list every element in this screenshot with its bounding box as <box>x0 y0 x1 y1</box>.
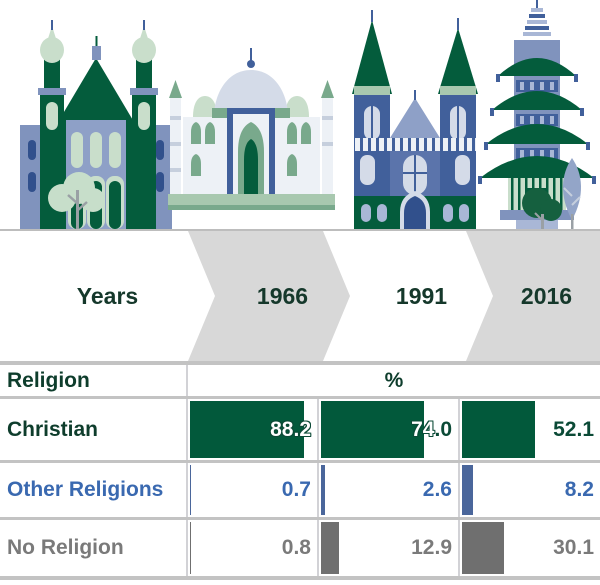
year-label-1991: 1991 <box>395 283 448 309</box>
cell-christian-1991: 74.0 <box>317 399 458 460</box>
years-timeline-band: Years 1966 1991 2016 <box>0 231 600 361</box>
religion-table: Religion % Christian 88.2 74.0 52.1 Othe… <box>0 361 600 580</box>
bar-christian-1991 <box>321 401 424 458</box>
year-label-1966: 1966 <box>256 283 309 309</box>
year-label-2016: 2016 <box>520 283 573 309</box>
row-label-no-religion: No Religion <box>0 520 186 576</box>
cell-other-1991: 2.6 <box>317 463 458 517</box>
bar-christian-1966 <box>190 401 304 458</box>
bar-other-1966 <box>190 465 191 515</box>
religious-buildings-illustration <box>20 0 596 229</box>
mosque-icon <box>20 20 172 229</box>
table-row-no-religion: No Religion 0.8 12.9 30.1 <box>0 520 600 580</box>
value-other-1991: 2.6 <box>422 478 452 501</box>
religion-header: Religion <box>0 365 186 396</box>
taj-mahal-icon <box>168 48 335 210</box>
value-christian-1991: 74.0 <box>411 417 452 441</box>
cell-none-1966: 0.8 <box>186 520 317 576</box>
cell-christian-2016: 52.1 <box>458 399 600 460</box>
value-christian-2016: 52.1 <box>553 417 594 441</box>
table-row-other-religions: Other Religions 0.7 2.6 8.2 <box>0 463 600 520</box>
cell-christian-1966: 88.2 <box>186 399 317 460</box>
cell-other-2016: 8.2 <box>458 463 600 517</box>
cell-none-1991: 12.9 <box>317 520 458 576</box>
value-other-2016: 8.2 <box>564 478 594 501</box>
row-label-other-religions: Other Religions <box>0 463 186 517</box>
value-other-1966: 0.7 <box>281 478 311 501</box>
cell-none-2016: 30.1 <box>458 520 600 576</box>
value-none-2016: 30.1 <box>553 536 594 559</box>
tree-icon <box>522 158 582 229</box>
chevron-segment-1966 <box>188 231 350 361</box>
bar-other-2016 <box>462 465 474 515</box>
value-none-1966: 0.8 <box>281 536 311 559</box>
bar-other-1991 <box>321 465 325 515</box>
bar-christian-2016 <box>462 401 535 458</box>
row-label-christian: Christian <box>0 399 186 460</box>
cathedral-icon <box>352 10 478 229</box>
cell-other-1966: 0.7 <box>186 463 317 517</box>
bar-none-1966 <box>190 522 192 574</box>
tree-icon <box>48 172 105 229</box>
percent-header: % <box>186 365 600 396</box>
years-band-title: Years <box>76 283 139 309</box>
table-row-christian: Christian 88.2 74.0 52.1 <box>0 399 600 463</box>
bar-none-2016 <box>462 522 505 574</box>
value-christian-1966: 88.2 <box>270 417 311 441</box>
table-header-row: Religion % <box>0 365 600 399</box>
skyline-baseline <box>0 229 600 231</box>
bar-none-1991 <box>321 522 339 574</box>
value-none-1991: 12.9 <box>411 536 452 559</box>
